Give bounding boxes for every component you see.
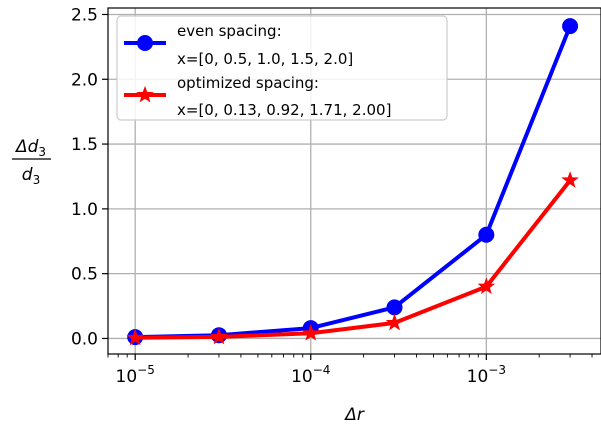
axis-ticks: 0.0 0.5 1.0 1.5 2.0 2.5 10−5 10−4 10−3 xyxy=(71,5,593,387)
legend-label-detail: x=[0, 0.5, 1.0, 1.5, 2.0] xyxy=(177,50,353,68)
legend-box xyxy=(116,15,448,121)
y-axis-label-denominator: d3 xyxy=(22,165,40,187)
legend-label: even spacing: xyxy=(177,22,282,40)
data-point xyxy=(385,313,404,331)
y-tick-label: 0.5 xyxy=(71,265,98,285)
series-2 xyxy=(126,171,579,346)
legend-label-detail: x=[0, 0.13, 0.92, 1.71, 2.00] xyxy=(177,101,391,119)
data-point xyxy=(126,328,144,346)
legend-item-2: optimized spacing: x=[0, 0.13, 0.92, 1.71… xyxy=(124,74,391,119)
series-layer xyxy=(126,18,579,346)
y-tick-label: 1.5 xyxy=(71,135,98,155)
legend-item-1: even spacing: x=[0, 0.5, 1.0, 1.5, 2.0] xyxy=(124,22,353,68)
y-axis-label-numerator: Δd3 xyxy=(14,137,46,159)
x-tick-label: 10−5 xyxy=(116,363,155,387)
data-point xyxy=(478,226,495,243)
data-point xyxy=(477,277,496,295)
legend: even spacing: x=[0, 0.5, 1.0, 1.5, 2.0] op… xyxy=(116,15,448,121)
data-point xyxy=(210,327,228,345)
y-tick-label: 0.0 xyxy=(71,329,98,349)
legend-marker xyxy=(137,35,153,51)
x-axis-label: Δr xyxy=(343,405,365,425)
x-tick-label: 10−4 xyxy=(291,363,330,387)
legend-marker xyxy=(136,85,154,103)
data-point xyxy=(386,299,403,316)
data-point xyxy=(562,18,579,35)
series-line xyxy=(135,179,572,340)
plot-frame xyxy=(107,7,601,355)
legend-label: optimized spacing: xyxy=(177,74,319,92)
x-tick-label: 10−3 xyxy=(467,363,506,387)
y-tick-label: 2.5 xyxy=(71,5,98,25)
y-tick-label: 1.0 xyxy=(71,200,98,220)
y-axis-label: Δd3 d3 xyxy=(12,137,51,187)
data-point xyxy=(302,324,320,341)
data-point xyxy=(561,171,579,188)
y-tick-label: 2.0 xyxy=(71,70,98,90)
